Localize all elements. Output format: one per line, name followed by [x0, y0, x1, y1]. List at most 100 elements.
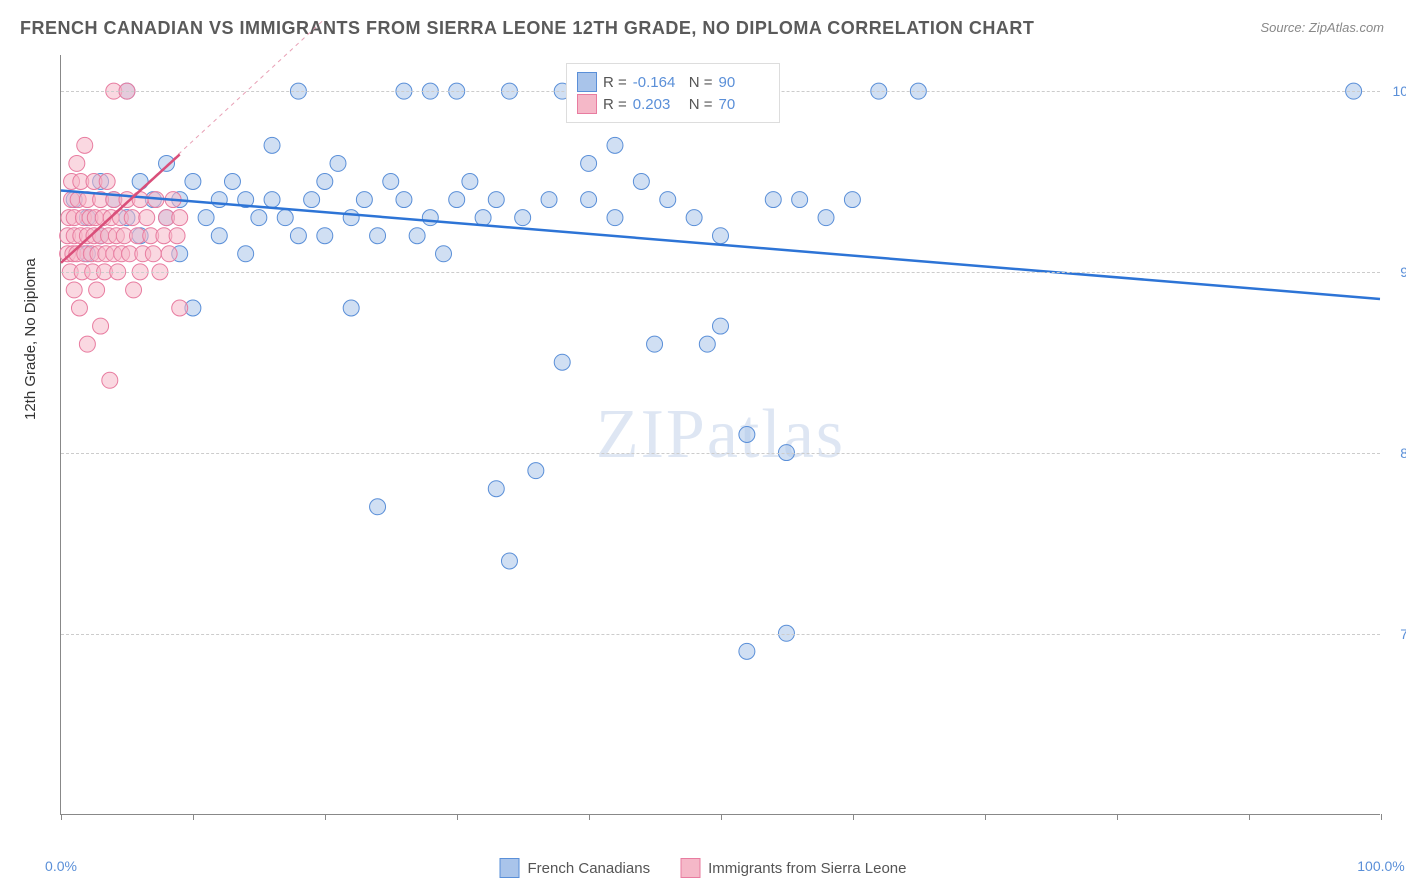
x-tick — [985, 814, 986, 820]
scatter-point — [330, 155, 346, 171]
scatter-point — [172, 210, 188, 226]
r-label: R = — [603, 96, 627, 113]
gridline — [61, 634, 1380, 635]
x-tick — [457, 814, 458, 820]
y-axis-label: 12th Grade, No Diploma — [22, 258, 39, 420]
series-legend: French Canadians Immigrants from Sierra … — [500, 858, 907, 878]
scatter-point — [66, 282, 82, 298]
gridline — [61, 272, 1380, 273]
x-tick — [721, 814, 722, 820]
x-tick — [853, 814, 854, 820]
x-tick — [325, 814, 326, 820]
swatch-series-2 — [577, 94, 597, 114]
scatter-point — [290, 228, 306, 244]
stats-legend: R = -0.164 N = 90 R = 0.203 N = 70 — [566, 63, 780, 123]
scatter-point — [633, 174, 649, 190]
scatter-point — [844, 192, 860, 208]
scatter-point — [79, 336, 95, 352]
scatter-point — [436, 246, 452, 262]
scatter-point — [607, 137, 623, 153]
swatch-2 — [680, 858, 700, 878]
n-value-2: 70 — [719, 96, 769, 113]
scatter-point — [396, 192, 412, 208]
scatter-point — [224, 174, 240, 190]
scatter-point — [139, 210, 155, 226]
legend-label-1: French Canadians — [528, 860, 651, 877]
scatter-point — [462, 174, 478, 190]
r-value-1: -0.164 — [633, 74, 683, 91]
y-tick-label: 80.0% — [1385, 445, 1406, 461]
scatter-point — [356, 192, 372, 208]
scatter-point — [792, 192, 808, 208]
scatter-point — [422, 210, 438, 226]
r-label: R = — [603, 74, 627, 91]
scatter-point — [370, 228, 386, 244]
scatter-point — [102, 372, 118, 388]
scatter-point — [343, 210, 359, 226]
scatter-point — [99, 174, 115, 190]
x-tick — [61, 814, 62, 820]
scatter-point — [145, 246, 161, 262]
n-value-1: 90 — [719, 74, 769, 91]
x-tick — [193, 814, 194, 820]
scatter-point — [264, 137, 280, 153]
r-value-2: 0.203 — [633, 96, 683, 113]
scatter-point — [264, 192, 280, 208]
scatter-point — [172, 300, 188, 316]
scatter-point — [488, 192, 504, 208]
stats-row-2: R = 0.203 N = 70 — [577, 94, 769, 114]
scatter-point — [739, 427, 755, 443]
legend-label-2: Immigrants from Sierra Leone — [708, 860, 906, 877]
scatter-point — [317, 228, 333, 244]
scatter-point — [251, 210, 267, 226]
scatter-point — [686, 210, 702, 226]
scatter-point — [647, 336, 663, 352]
scatter-point — [383, 174, 399, 190]
scatter-point — [528, 463, 544, 479]
scatter-point — [739, 643, 755, 659]
scatter-point — [89, 282, 105, 298]
scatter-point — [93, 318, 109, 334]
y-tick-label: 70.0% — [1385, 626, 1406, 642]
scatter-point — [818, 210, 834, 226]
scatter-point — [699, 336, 715, 352]
scatter-point — [488, 481, 504, 497]
scatter-point — [277, 210, 293, 226]
scatter-point — [501, 553, 517, 569]
scatter-point — [169, 228, 185, 244]
x-tick — [1117, 814, 1118, 820]
n-label: N = — [689, 74, 713, 91]
scatter-point — [581, 192, 597, 208]
x-tick — [1381, 814, 1382, 820]
scatter-point — [159, 155, 175, 171]
scatter-point — [304, 192, 320, 208]
chart-plot-area: ZIPatlas 70.0%80.0%90.0%100.0% 0.0%100.0… — [60, 55, 1380, 815]
scatter-point — [161, 246, 177, 262]
swatch-series-1 — [577, 72, 597, 92]
scatter-point — [515, 210, 531, 226]
scatter-point — [713, 318, 729, 334]
scatter-point — [317, 174, 333, 190]
scatter-point — [238, 246, 254, 262]
scatter-point — [409, 228, 425, 244]
legend-item-2: Immigrants from Sierra Leone — [680, 858, 906, 878]
scatter-point — [607, 210, 623, 226]
scatter-point — [69, 155, 85, 171]
x-tick-label: 100.0% — [1357, 858, 1404, 874]
chart-title: FRENCH CANADIAN VS IMMIGRANTS FROM SIERR… — [20, 18, 1034, 39]
source-label: Source: ZipAtlas.com — [1260, 20, 1384, 35]
trend-line — [61, 191, 1380, 299]
y-tick-label: 100.0% — [1385, 83, 1406, 99]
scatter-point — [475, 210, 491, 226]
scatter-point — [185, 174, 201, 190]
y-tick-label: 90.0% — [1385, 264, 1406, 280]
scatter-point — [198, 210, 214, 226]
scatter-point — [765, 192, 781, 208]
n-label: N = — [689, 96, 713, 113]
scatter-point — [370, 499, 386, 515]
scatter-point — [126, 282, 142, 298]
x-tick — [589, 814, 590, 820]
scatter-point — [581, 155, 597, 171]
swatch-1 — [500, 858, 520, 878]
scatter-point — [124, 210, 140, 226]
